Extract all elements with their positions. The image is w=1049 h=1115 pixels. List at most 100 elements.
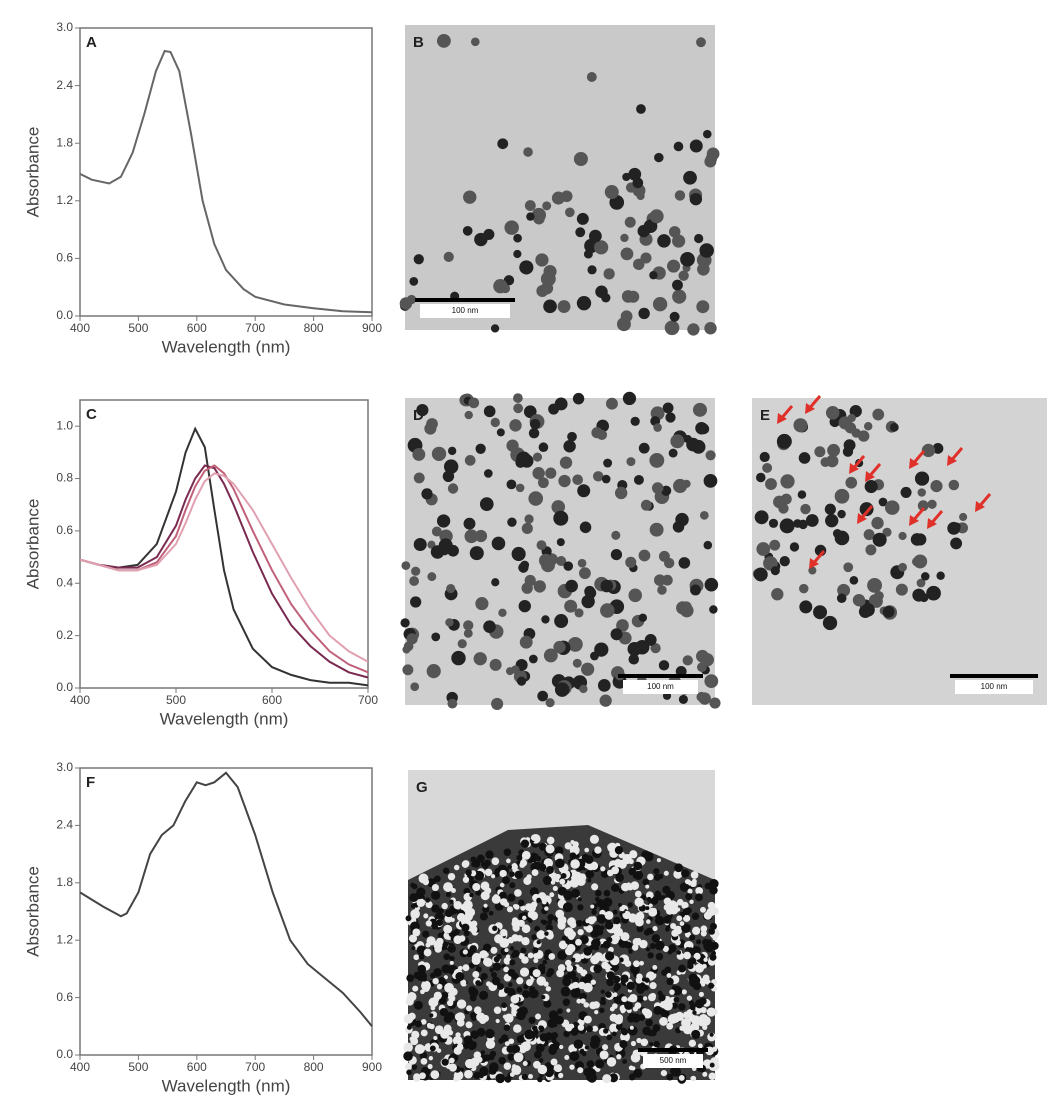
particle xyxy=(484,868,493,877)
particle xyxy=(547,913,555,921)
particle xyxy=(601,293,611,303)
particle xyxy=(421,488,433,500)
particle xyxy=(557,921,566,930)
particle xyxy=(671,1002,679,1009)
particle xyxy=(463,900,473,910)
particle xyxy=(638,549,651,562)
particle xyxy=(647,873,654,881)
particle xyxy=(652,925,658,932)
particle xyxy=(608,1073,619,1083)
particle xyxy=(696,300,710,314)
particle xyxy=(490,946,498,954)
particle xyxy=(678,694,688,704)
particle xyxy=(456,999,467,1009)
particle xyxy=(601,1044,609,1051)
particle xyxy=(405,915,412,922)
particle xyxy=(898,531,907,541)
particle xyxy=(533,1050,542,1059)
particle xyxy=(674,190,686,201)
particle xyxy=(690,1075,697,1082)
particle xyxy=(406,1069,412,1076)
particle xyxy=(666,973,672,978)
particle xyxy=(522,915,527,921)
particle xyxy=(514,870,523,879)
particle xyxy=(443,953,451,961)
particle xyxy=(453,1046,462,1055)
micrograph xyxy=(403,770,720,1084)
particle xyxy=(576,998,582,1004)
particle xyxy=(655,890,660,896)
particle xyxy=(418,953,425,960)
particle xyxy=(572,976,579,984)
particle xyxy=(685,947,691,953)
particle xyxy=(685,893,693,901)
particle xyxy=(437,920,443,926)
particle xyxy=(425,897,431,903)
particle xyxy=(446,584,456,594)
particle xyxy=(600,943,605,948)
particle xyxy=(621,290,635,303)
particle xyxy=(497,983,504,990)
particle xyxy=(472,859,481,868)
particle xyxy=(693,952,701,960)
particle xyxy=(489,658,502,671)
particle xyxy=(676,950,682,955)
particle xyxy=(567,970,577,980)
particle xyxy=(603,889,611,897)
micrograph-background xyxy=(752,398,1047,705)
particle xyxy=(533,580,546,593)
particle xyxy=(563,890,573,901)
particle xyxy=(959,512,968,522)
particle xyxy=(406,1024,412,1030)
particle xyxy=(936,571,945,580)
particle xyxy=(520,560,530,570)
micrograph-background xyxy=(405,25,715,330)
particle xyxy=(913,554,928,569)
particle xyxy=(584,847,590,853)
particle xyxy=(628,167,642,181)
particle xyxy=(509,959,516,966)
particle xyxy=(515,483,525,493)
particle xyxy=(438,976,446,985)
particle xyxy=(468,1044,475,1051)
particle xyxy=(501,876,510,885)
particle xyxy=(932,443,944,454)
particle xyxy=(498,1056,506,1065)
particle xyxy=(498,991,504,998)
particle xyxy=(612,909,618,915)
particle xyxy=(708,1072,717,1081)
particle xyxy=(605,951,615,961)
particle xyxy=(490,874,496,879)
particle xyxy=(463,190,477,204)
particle xyxy=(771,588,784,601)
particle xyxy=(914,471,930,486)
particle xyxy=(513,233,522,243)
particle xyxy=(550,1058,558,1066)
particle xyxy=(682,655,693,666)
particle xyxy=(502,1014,508,1019)
particle xyxy=(660,1069,668,1077)
particle xyxy=(639,960,644,966)
particle xyxy=(948,479,960,491)
particle xyxy=(577,1067,584,1074)
y-tick-label: 0.6 xyxy=(56,990,73,1004)
particle xyxy=(443,924,453,934)
particle xyxy=(628,949,633,954)
x-tick-label: 400 xyxy=(70,693,90,707)
particle xyxy=(546,836,555,845)
particle xyxy=(614,927,623,937)
particle xyxy=(553,1023,558,1028)
particle xyxy=(863,529,875,541)
particle xyxy=(845,476,858,489)
y-tick-label: 1.8 xyxy=(56,875,73,889)
particle xyxy=(599,1007,605,1014)
particle xyxy=(768,518,779,528)
particle xyxy=(649,982,657,990)
x-tick-label: 600 xyxy=(262,693,282,707)
particle xyxy=(563,1030,570,1038)
data-line xyxy=(79,464,369,679)
particle xyxy=(610,628,623,641)
particle xyxy=(555,1015,564,1025)
particle xyxy=(512,862,517,868)
particle xyxy=(506,439,519,452)
